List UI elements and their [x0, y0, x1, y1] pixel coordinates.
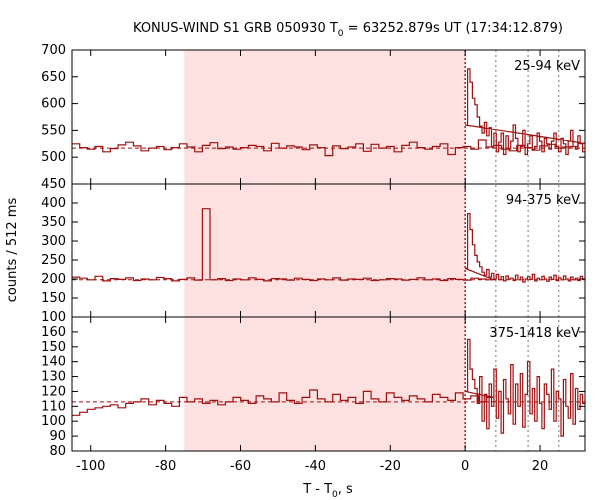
- chart-title-sub: 0: [338, 29, 344, 39]
- y-axis-title: counts / 512 ms: [5, 198, 20, 303]
- light-curve-series-0: [72, 68, 586, 157]
- y-tick-label-2-6: 140: [41, 355, 66, 370]
- x-tick-label-4: -20: [380, 459, 401, 474]
- y-tick-label-1-0: 100: [41, 310, 66, 325]
- x-tick-label-1: -80: [155, 459, 176, 474]
- y-tick-label-1-4: 300: [41, 234, 66, 249]
- y-tick-label-1-2: 200: [41, 272, 66, 287]
- y-tick-label-2-8: 160: [41, 325, 66, 340]
- x-tick-label-5: 0: [461, 459, 469, 474]
- y-tick-label-0-0: 450: [41, 177, 66, 192]
- y-tick-label-1-3: 250: [41, 253, 66, 268]
- y-tick-label-1-1: 150: [41, 291, 66, 306]
- shaded-interval: [184, 50, 466, 451]
- x-axis-title-main: T - T: [302, 482, 332, 497]
- y-tick-label-0-4: 650: [41, 70, 66, 85]
- energy-band-label-2: 375-1418 keV: [489, 326, 580, 341]
- y-tick-label-0-3: 600: [41, 97, 66, 112]
- y-tick-label-0-5: 700: [41, 43, 66, 58]
- x-tick-label-6: 20: [532, 459, 549, 474]
- light-curve-series-2: [72, 338, 585, 437]
- y-tick-label-2-2: 100: [41, 414, 66, 429]
- x-axis-title-rest: , s: [338, 482, 353, 497]
- x-tick-label-2: -60: [230, 459, 251, 474]
- x-tick-label-3: -40: [305, 459, 326, 474]
- x-axis-title: T - T0, s: [302, 482, 353, 500]
- chart-title-rest: = 63252.879s UT (17:34:12.879): [344, 21, 563, 36]
- y-tick-label-1-5: 350: [41, 215, 66, 230]
- chart-title-main: KONUS-WIND S1 GRB 050930 T: [133, 21, 338, 36]
- x-tick-label-0: -100: [76, 459, 106, 474]
- y-tick-label-2-3: 110: [41, 399, 66, 414]
- y-tick-label-2-4: 120: [41, 384, 66, 399]
- y-tick-label-1-6: 400: [41, 196, 66, 211]
- y-tick-label-0-2: 550: [41, 123, 66, 138]
- chart-title: KONUS-WIND S1 GRB 050930 T0 = 63252.879s…: [133, 21, 563, 39]
- y-tick-label-2-0: 80: [49, 444, 66, 459]
- x-axis-title-sub: 0: [332, 490, 338, 500]
- energy-band-label-0: 25-94 keV: [514, 59, 580, 74]
- energy-band-label-1: 94-375 keV: [506, 193, 580, 208]
- y-tick-label-2-7: 150: [41, 340, 66, 355]
- light-curve-series-1: [72, 208, 585, 283]
- y-tick-label-2-5: 130: [41, 370, 66, 385]
- y-tick-label-2-1: 90: [49, 429, 66, 444]
- y-tick-label-0-1: 500: [41, 150, 66, 165]
- panel-frame-2: [71, 316, 586, 452]
